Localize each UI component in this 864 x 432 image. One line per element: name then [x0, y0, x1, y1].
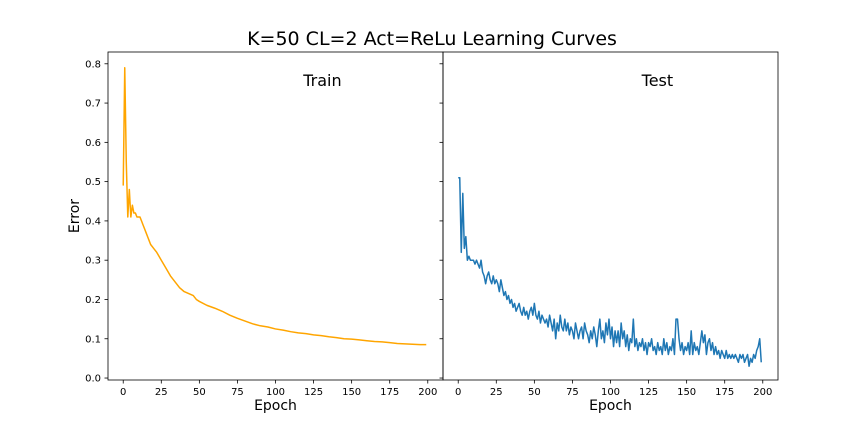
test-x-tick-label: 175: [715, 387, 734, 398]
train-x-tick-label: 125: [304, 387, 323, 398]
test-x-tick-label: 100: [601, 387, 620, 398]
train-x-axis-label: Epoch: [254, 398, 297, 414]
train-x-tick-label: 150: [342, 387, 361, 398]
train-x-tick-label: 175: [380, 387, 399, 398]
test-x-axis-label: Epoch: [589, 398, 632, 414]
train-y-tick-label: 0.7: [85, 99, 101, 110]
test-x-tick-label: 125: [639, 387, 658, 398]
test-x-tick-label: 150: [677, 387, 696, 398]
train-x-tick-label: 200: [418, 387, 437, 398]
figure-title: K=50 CL=2 Act=ReLu Learning Curves: [247, 28, 617, 50]
train-panel: 0 25 50 75 100 125 150 175 200 0.0 0.1 0.2 0.3 0.4 0.5…: [85, 51, 444, 414]
train-y-tick-label: 0.1: [85, 334, 101, 345]
test-panel: 0 25 50 75 100 125 150 175 200 Epoch Test: [439, 51, 779, 414]
train-y-tick-label: 0.3: [85, 256, 101, 267]
train-x-tick-label: 0: [120, 387, 126, 398]
test-x-tick-label: 0: [455, 387, 461, 398]
train-x-tick-label: 25: [155, 387, 168, 398]
y-axis-label: Error: [67, 199, 83, 233]
train-y-tick-label: 0.0: [85, 374, 101, 385]
train-y-tick-label: 0.6: [85, 138, 101, 149]
test-series-line: [458, 176, 762, 367]
train-series-line: [122, 66, 427, 346]
test-x-tick-label: 50: [528, 387, 541, 398]
train-axes-frame: [107, 51, 444, 381]
train-x-tick-label: 100: [266, 387, 285, 398]
test-x-tick-label: 200: [753, 387, 772, 398]
train-x-tick-label: 75: [231, 387, 244, 398]
test-x-tick-label: 25: [490, 387, 503, 398]
train-panel-title: Train: [302, 71, 341, 90]
train-x-tick-label: 50: [193, 387, 206, 398]
train-y-tick-label: 0.8: [85, 59, 101, 70]
train-y-tick-label: 0.4: [85, 216, 101, 227]
train-y-tick-label: 0.2: [85, 295, 101, 306]
test-panel-title: Test: [641, 71, 674, 90]
train-y-tick-label: 0.5: [85, 177, 101, 188]
test-x-tick-label: 75: [566, 387, 579, 398]
